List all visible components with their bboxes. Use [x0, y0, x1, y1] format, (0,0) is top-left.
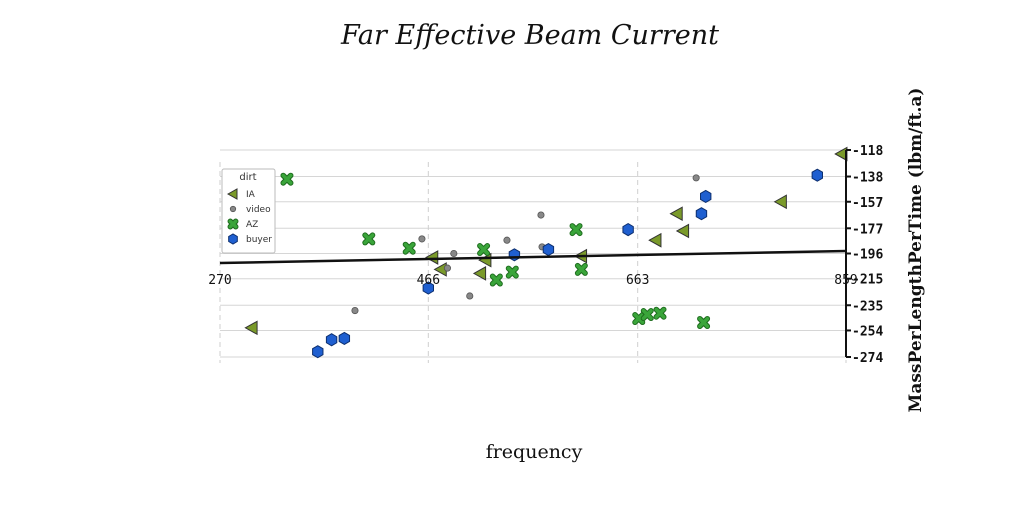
point-az [569, 223, 583, 237]
point-video [418, 235, 426, 243]
point-ia [472, 266, 487, 281]
point-ia [648, 232, 662, 248]
point-video [692, 174, 700, 182]
point-az [574, 262, 588, 276]
point-buyer [700, 189, 712, 204]
point-video [450, 249, 458, 258]
point-az [640, 308, 654, 322]
point-az-stroke [698, 317, 710, 328]
y-tick-label: -138 [852, 171, 883, 186]
y-tick-label: -215 [852, 273, 883, 288]
legend-marker-video [229, 205, 237, 213]
point-video [537, 211, 545, 219]
x-axis-ticks: 270466663859 [208, 273, 857, 288]
y-tick-label: -274 [852, 351, 883, 366]
point-az [477, 243, 491, 257]
point-az-stroke [478, 244, 490, 256]
point-buyer [338, 331, 351, 346]
point-buyer [422, 281, 435, 295]
point-az [505, 265, 519, 279]
y-tick-label: -118 [852, 144, 883, 159]
point-az [697, 316, 711, 329]
point-az-stroke [363, 233, 375, 245]
point-ia [675, 223, 690, 239]
point-az-stroke [570, 224, 582, 236]
point-buyer [622, 223, 634, 237]
chart-title: Far Effective Beam Current [340, 20, 719, 51]
point-az [402, 241, 416, 255]
x-axis-label: frequency [486, 441, 583, 463]
point-az-stroke [281, 173, 293, 185]
point-video [351, 307, 359, 315]
y-tick-label: -196 [852, 248, 883, 263]
point-video [503, 236, 511, 244]
point-video [466, 292, 474, 300]
legend-label-ia: IA [246, 190, 256, 200]
point-az [653, 306, 667, 320]
legend-title: dirt [239, 172, 256, 183]
y-axis-label: MassPerLengthPerTime (lbm/ft.a) [906, 88, 926, 413]
x-tick-label: 663 [626, 273, 649, 288]
point-buyer [325, 333, 338, 347]
point-az-stroke [654, 307, 666, 319]
point-az [362, 232, 376, 246]
point-video [443, 264, 451, 272]
legend-marker-az-stroke [228, 219, 238, 229]
point-buyer [312, 345, 324, 359]
point-az-stroke [490, 274, 502, 286]
point-az-stroke [403, 242, 415, 254]
y-tick-label: -177 [852, 222, 883, 237]
point-az-stroke [506, 266, 518, 278]
legend-marker-ia [226, 188, 238, 200]
x-tick-label: 270 [208, 273, 231, 288]
point-buyer [695, 207, 708, 221]
legend-marker-buyer [228, 233, 238, 245]
point-ia [425, 250, 439, 265]
point-az-stroke [575, 263, 587, 275]
point-buyer [542, 242, 555, 257]
baseline [219, 249, 847, 265]
point-az [632, 312, 646, 326]
point-az-stroke [633, 313, 645, 325]
y-axis: -118 -138 -157 -177 -196 -215 -235 -254 -274 [845, 144, 883, 366]
point-ia [773, 194, 787, 210]
point-az [280, 172, 294, 186]
point-ia [244, 320, 258, 336]
legend: dirt IA video AZ buyer [221, 168, 276, 254]
y-tick-label: -254 [852, 324, 883, 339]
point-buyer [811, 168, 824, 182]
legend-marker-az [227, 218, 239, 230]
y-tick-label: -157 [852, 196, 883, 211]
point-ia [669, 206, 683, 222]
x-tick-label: 466 [417, 273, 440, 288]
point-az-stroke [641, 309, 653, 321]
legend-label-az: AZ [246, 220, 258, 230]
y-tick-label: -235 [852, 299, 883, 314]
legend-label-buyer: buyer [246, 235, 272, 245]
legend-label-video: video [246, 205, 271, 215]
point-az [489, 273, 503, 287]
point-buyer [508, 248, 521, 262]
